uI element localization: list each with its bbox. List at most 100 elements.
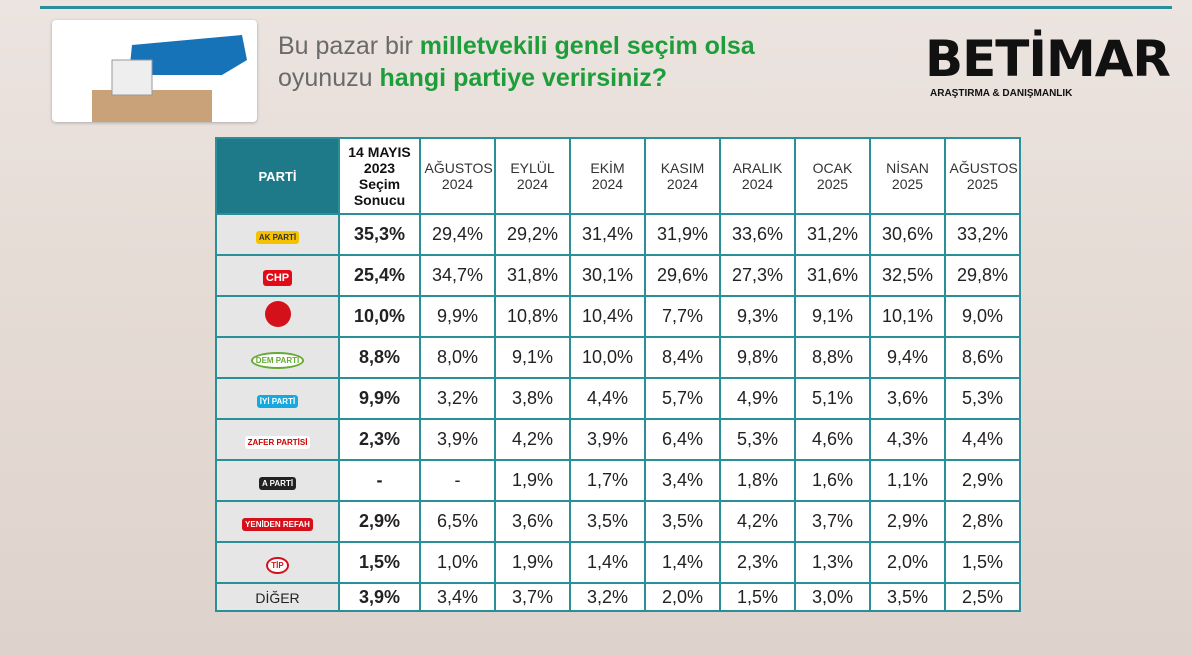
value-cell: 31,9%: [644, 213, 721, 256]
value-cell: 27,3%: [719, 254, 796, 297]
column-header-text: NİSAN 2025: [886, 160, 929, 192]
value-cell: 10,8%: [494, 295, 571, 338]
column-header: 14 MAYIS 2023 Seçim Sonucu: [338, 137, 421, 215]
value-cell: 2,0%: [869, 541, 946, 584]
value-cell: 4,6%: [794, 418, 871, 461]
value-cell: 31,4%: [569, 213, 646, 256]
header-row: PARTİ 14 MAYIS 2023 Seçim Sonucu AĞUSTOS 2…: [215, 137, 1021, 215]
value-cell: 10,0%: [569, 336, 646, 379]
value-cell: 1,3%: [794, 541, 871, 584]
value-cell: 2,9%: [338, 500, 421, 543]
value-cell: 3,7%: [794, 500, 871, 543]
party-cell: CHP: [215, 254, 340, 297]
table-row: TİP 1,5% 1,0% 1,9% 1,4% 1,4% 2,3% 1,3% 2,0% 1,5%: [215, 541, 1021, 584]
column-header: OCAK 2025: [794, 137, 871, 215]
value-cell: 3,5%: [569, 500, 646, 543]
value-cell: 33,2%: [944, 213, 1021, 256]
party-cell: DİĞER: [215, 582, 340, 612]
value-cell: 2,3%: [338, 418, 421, 461]
party-cell: AK PARTİ: [215, 213, 340, 256]
table-row: A PARTİ - -1,9% 1,7% 3,4% 1,8% 1,6% 1,1% 2,9%: [215, 459, 1021, 502]
value-cell: 1,8%: [719, 459, 796, 502]
title-text: oyunuzu: [278, 64, 380, 92]
column-header: EKİM 2024: [569, 137, 646, 215]
party-logo: DEM PARTİ: [250, 351, 305, 369]
table-row: İYİ PARTİ 9,9% 3,2% 3,8% 4,4% 5,7% 4,9% 5,1% 3,6…: [215, 377, 1021, 420]
column-header: AĞUSTOS 2025: [944, 137, 1021, 215]
column-header: PARTİ: [215, 137, 340, 215]
value-cell: 9,9%: [419, 295, 496, 338]
value-cell: 5,3%: [719, 418, 796, 461]
value-cell: 9,1%: [494, 336, 571, 379]
value-cell: 3,2%: [419, 377, 496, 420]
value-cell: 34,7%: [419, 254, 496, 297]
value-cell: 6,4%: [644, 418, 721, 461]
value-cell: 9,8%: [719, 336, 796, 379]
value-cell: 5,1%: [794, 377, 871, 420]
value-cell: 9,1%: [794, 295, 871, 338]
table-row: 10,0% 9,9% 10,8% 10,4% 7,7% 9,3% 9,1% 10,1% 9,0%: [215, 295, 1021, 338]
value-cell: 1,5%: [719, 582, 796, 612]
party-cell: TİP: [215, 541, 340, 584]
value-cell: 5,3%: [944, 377, 1021, 420]
value-cell: -: [419, 459, 496, 502]
value-cell: 2,9%: [944, 459, 1021, 502]
party-cell: A PARTİ: [215, 459, 340, 502]
value-cell: 29,4%: [419, 213, 496, 256]
value-cell: 33,6%: [719, 213, 796, 256]
column-header: EYLÜL 2024: [494, 137, 571, 215]
value-cell: 6,5%: [419, 500, 496, 543]
value-cell: 3,4%: [419, 582, 496, 612]
value-cell: 3,9%: [569, 418, 646, 461]
title-text: Bu pazar bir: [278, 32, 420, 60]
party-logo: A PARTİ: [258, 477, 297, 490]
value-cell: 30,1%: [569, 254, 646, 297]
value-cell: 25,4%: [338, 254, 421, 297]
party-logo: [264, 301, 291, 327]
value-cell: -: [338, 459, 421, 502]
value-cell: 1,5%: [944, 541, 1021, 584]
value-cell: 8,4%: [644, 336, 721, 379]
column-header: AĞUSTOS 2024: [419, 137, 496, 215]
value-cell: 2,9%: [869, 500, 946, 543]
value-cell: 2,5%: [944, 582, 1021, 612]
value-cell: 29,2%: [494, 213, 571, 256]
value-cell: 9,0%: [944, 295, 1021, 338]
column-header-text: AĞUSTOS 2025: [949, 160, 1018, 192]
value-cell: 1,5%: [338, 541, 421, 584]
value-cell: 4,9%: [719, 377, 796, 420]
table-row: DİĞER 3,9% 3,4% 3,7% 3,2% 2,0% 1,5% 3,0% 3,5% 2,5…: [215, 582, 1021, 612]
value-cell: 5,7%: [644, 377, 721, 420]
value-cell: 1,9%: [494, 541, 571, 584]
value-cell: 8,6%: [944, 336, 1021, 379]
value-cell: 8,8%: [794, 336, 871, 379]
column-header-text: ARALIK 2024: [732, 160, 783, 192]
value-cell: 31,2%: [794, 213, 871, 256]
table-row: CHP 25,4% 34,7% 31,8% 30,1% 29,6% 27,3% 31,6% 32…: [215, 254, 1021, 297]
value-cell: 3,2%: [569, 582, 646, 612]
party-logo: TİP: [266, 556, 289, 574]
value-cell: 2,8%: [944, 500, 1021, 543]
party-logo: ZAFER PARTİSİ: [244, 436, 311, 449]
party-cell: ZAFER PARTİSİ: [215, 418, 340, 461]
value-cell: 8,8%: [338, 336, 421, 379]
value-cell: 4,3%: [869, 418, 946, 461]
table-row: ZAFER PARTİSİ 2,3% 3,9% 4,2% 3,9% 6,4% 5,3% 4,6…: [215, 418, 1021, 461]
value-cell: 7,7%: [644, 295, 721, 338]
brand-subtitle: ARAŞTIRMA & DANIŞMANLIK: [930, 88, 1073, 99]
value-cell: 1,9%: [494, 459, 571, 502]
value-cell: 3,5%: [869, 582, 946, 612]
party-cell: [215, 295, 340, 338]
value-cell: 4,2%: [719, 500, 796, 543]
value-cell: 10,4%: [569, 295, 646, 338]
value-cell: 2,3%: [719, 541, 796, 584]
column-header-text: PARTİ: [258, 168, 297, 184]
value-cell: 29,6%: [644, 254, 721, 297]
value-cell: 9,3%: [719, 295, 796, 338]
title-highlight: milletvekili genel seçim olsa: [419, 32, 755, 60]
value-cell: 32,5%: [869, 254, 946, 297]
column-header-text: EYLÜL 2024: [510, 160, 555, 192]
value-cell: 2,0%: [644, 582, 721, 612]
column-header-text: 14 MAYIS 2023 Seçim Sonucu: [348, 144, 411, 208]
value-cell: 8,0%: [419, 336, 496, 379]
